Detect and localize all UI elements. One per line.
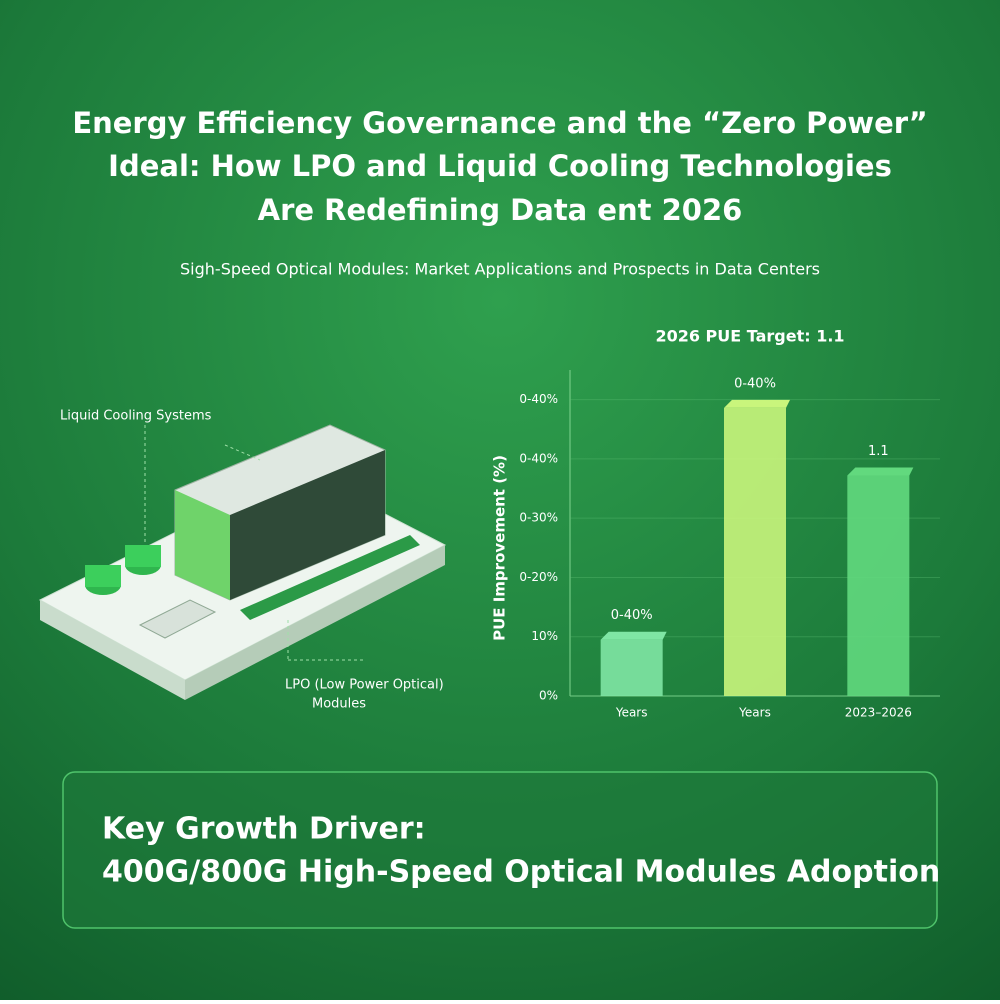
y-tick-label: 0% [539, 689, 558, 703]
bar-top [847, 467, 914, 476]
title-line: Ideal: How LPO and Liquid Cooling Techno… [108, 149, 892, 183]
footer-box [62, 771, 938, 929]
bar-annotation: 0-40% [611, 608, 653, 623]
subtitle: Sigh-Speed Optical Modules: Market Appli… [180, 260, 820, 279]
x-tick-label: Years [615, 706, 648, 720]
y-tick-label: 0-20% [519, 570, 558, 584]
bar-annotation: 1.1 [868, 444, 889, 459]
bar [847, 475, 910, 696]
illustration-label: Modules [312, 697, 366, 712]
illustration-label: LPO (Low Power Optical) [285, 678, 444, 693]
x-tick-label: Years [738, 706, 771, 720]
footer-text: 400G/800G High-Speed Optical Modules Ado… [102, 855, 940, 890]
bar [600, 639, 663, 696]
illustration-label: Liquid Cooling Systems [60, 409, 212, 424]
y-tick-label: 0-40% [519, 392, 558, 406]
y-tick-label: 0-30% [519, 511, 558, 525]
bar-top [724, 399, 790, 408]
chart-title: 2026 PUE Target: 1.1 [655, 327, 844, 346]
title-line: Are Redefining Data ent 2026 [258, 193, 743, 227]
x-tick-label: 2023–2026 [845, 706, 912, 720]
y-tick-label: 10% [531, 629, 558, 643]
title-line: Energy Efficiency Governance and the “Ze… [72, 106, 927, 140]
y-axis-label: PUE Improvement (%) [491, 455, 509, 641]
footer-heading: Key Growth Driver: [102, 812, 426, 847]
bar-annotation: 0-40% [734, 376, 776, 391]
illustration [38, 424, 447, 700]
bar [724, 407, 786, 696]
y-tick-label: 0-40% [519, 451, 558, 465]
bar-top [600, 631, 667, 640]
bar-chart: 2026 PUE Target: 1.1 PUE Improvement (%)… [491, 327, 940, 720]
